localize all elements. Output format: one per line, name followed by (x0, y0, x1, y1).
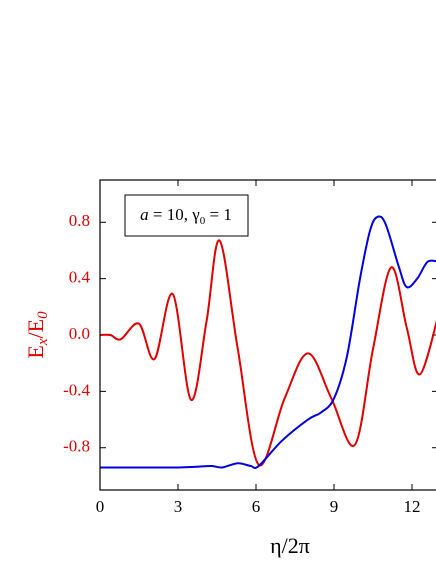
y-tick-label: -0.4 (63, 380, 90, 399)
x-tick-label: 0 (96, 497, 105, 516)
x-tick-label: 9 (330, 497, 339, 516)
annotation: a = 10, γ0 = 1 (140, 205, 232, 227)
y-tick-label: 0.4 (69, 268, 91, 287)
line-series (99, 215, 436, 470)
y-tick-label: 0.0 (69, 324, 90, 343)
x-axis-label: η/2π (270, 533, 310, 558)
y-tick-label: 0.8 (69, 211, 90, 230)
plot-frame (99, 179, 436, 491)
x-tick-label: 12 (404, 497, 421, 516)
x-tick-label: 3 (174, 497, 183, 516)
x-tick-label: 6 (252, 497, 261, 516)
annotation-box (124, 194, 249, 237)
line-series (99, 239, 436, 467)
y-tick-label: -0.8 (63, 437, 90, 456)
y-axis-label: Ex/E0 (23, 311, 51, 359)
